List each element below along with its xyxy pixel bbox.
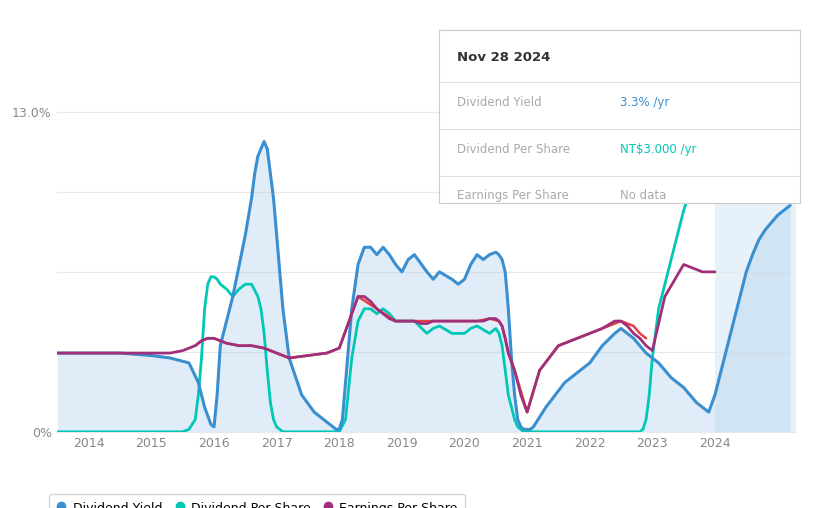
Text: 3.3% /yr: 3.3% /yr [620, 96, 669, 109]
Legend: Dividend Yield, Dividend Per Share, Earnings Per Share: Dividend Yield, Dividend Per Share, Earn… [49, 494, 466, 508]
Text: No data: No data [620, 189, 666, 202]
Text: Past: Past [720, 118, 746, 132]
Text: Dividend Per Share: Dividend Per Share [457, 143, 571, 156]
Text: Nov 28 2024: Nov 28 2024 [457, 51, 551, 64]
Bar [715, 86, 796, 432]
Text: Dividend Yield: Dividend Yield [457, 96, 542, 109]
Text: Earnings Per Share: Earnings Per Share [457, 189, 569, 202]
Text: NT$3.000 /yr: NT$3.000 /yr [620, 143, 696, 156]
